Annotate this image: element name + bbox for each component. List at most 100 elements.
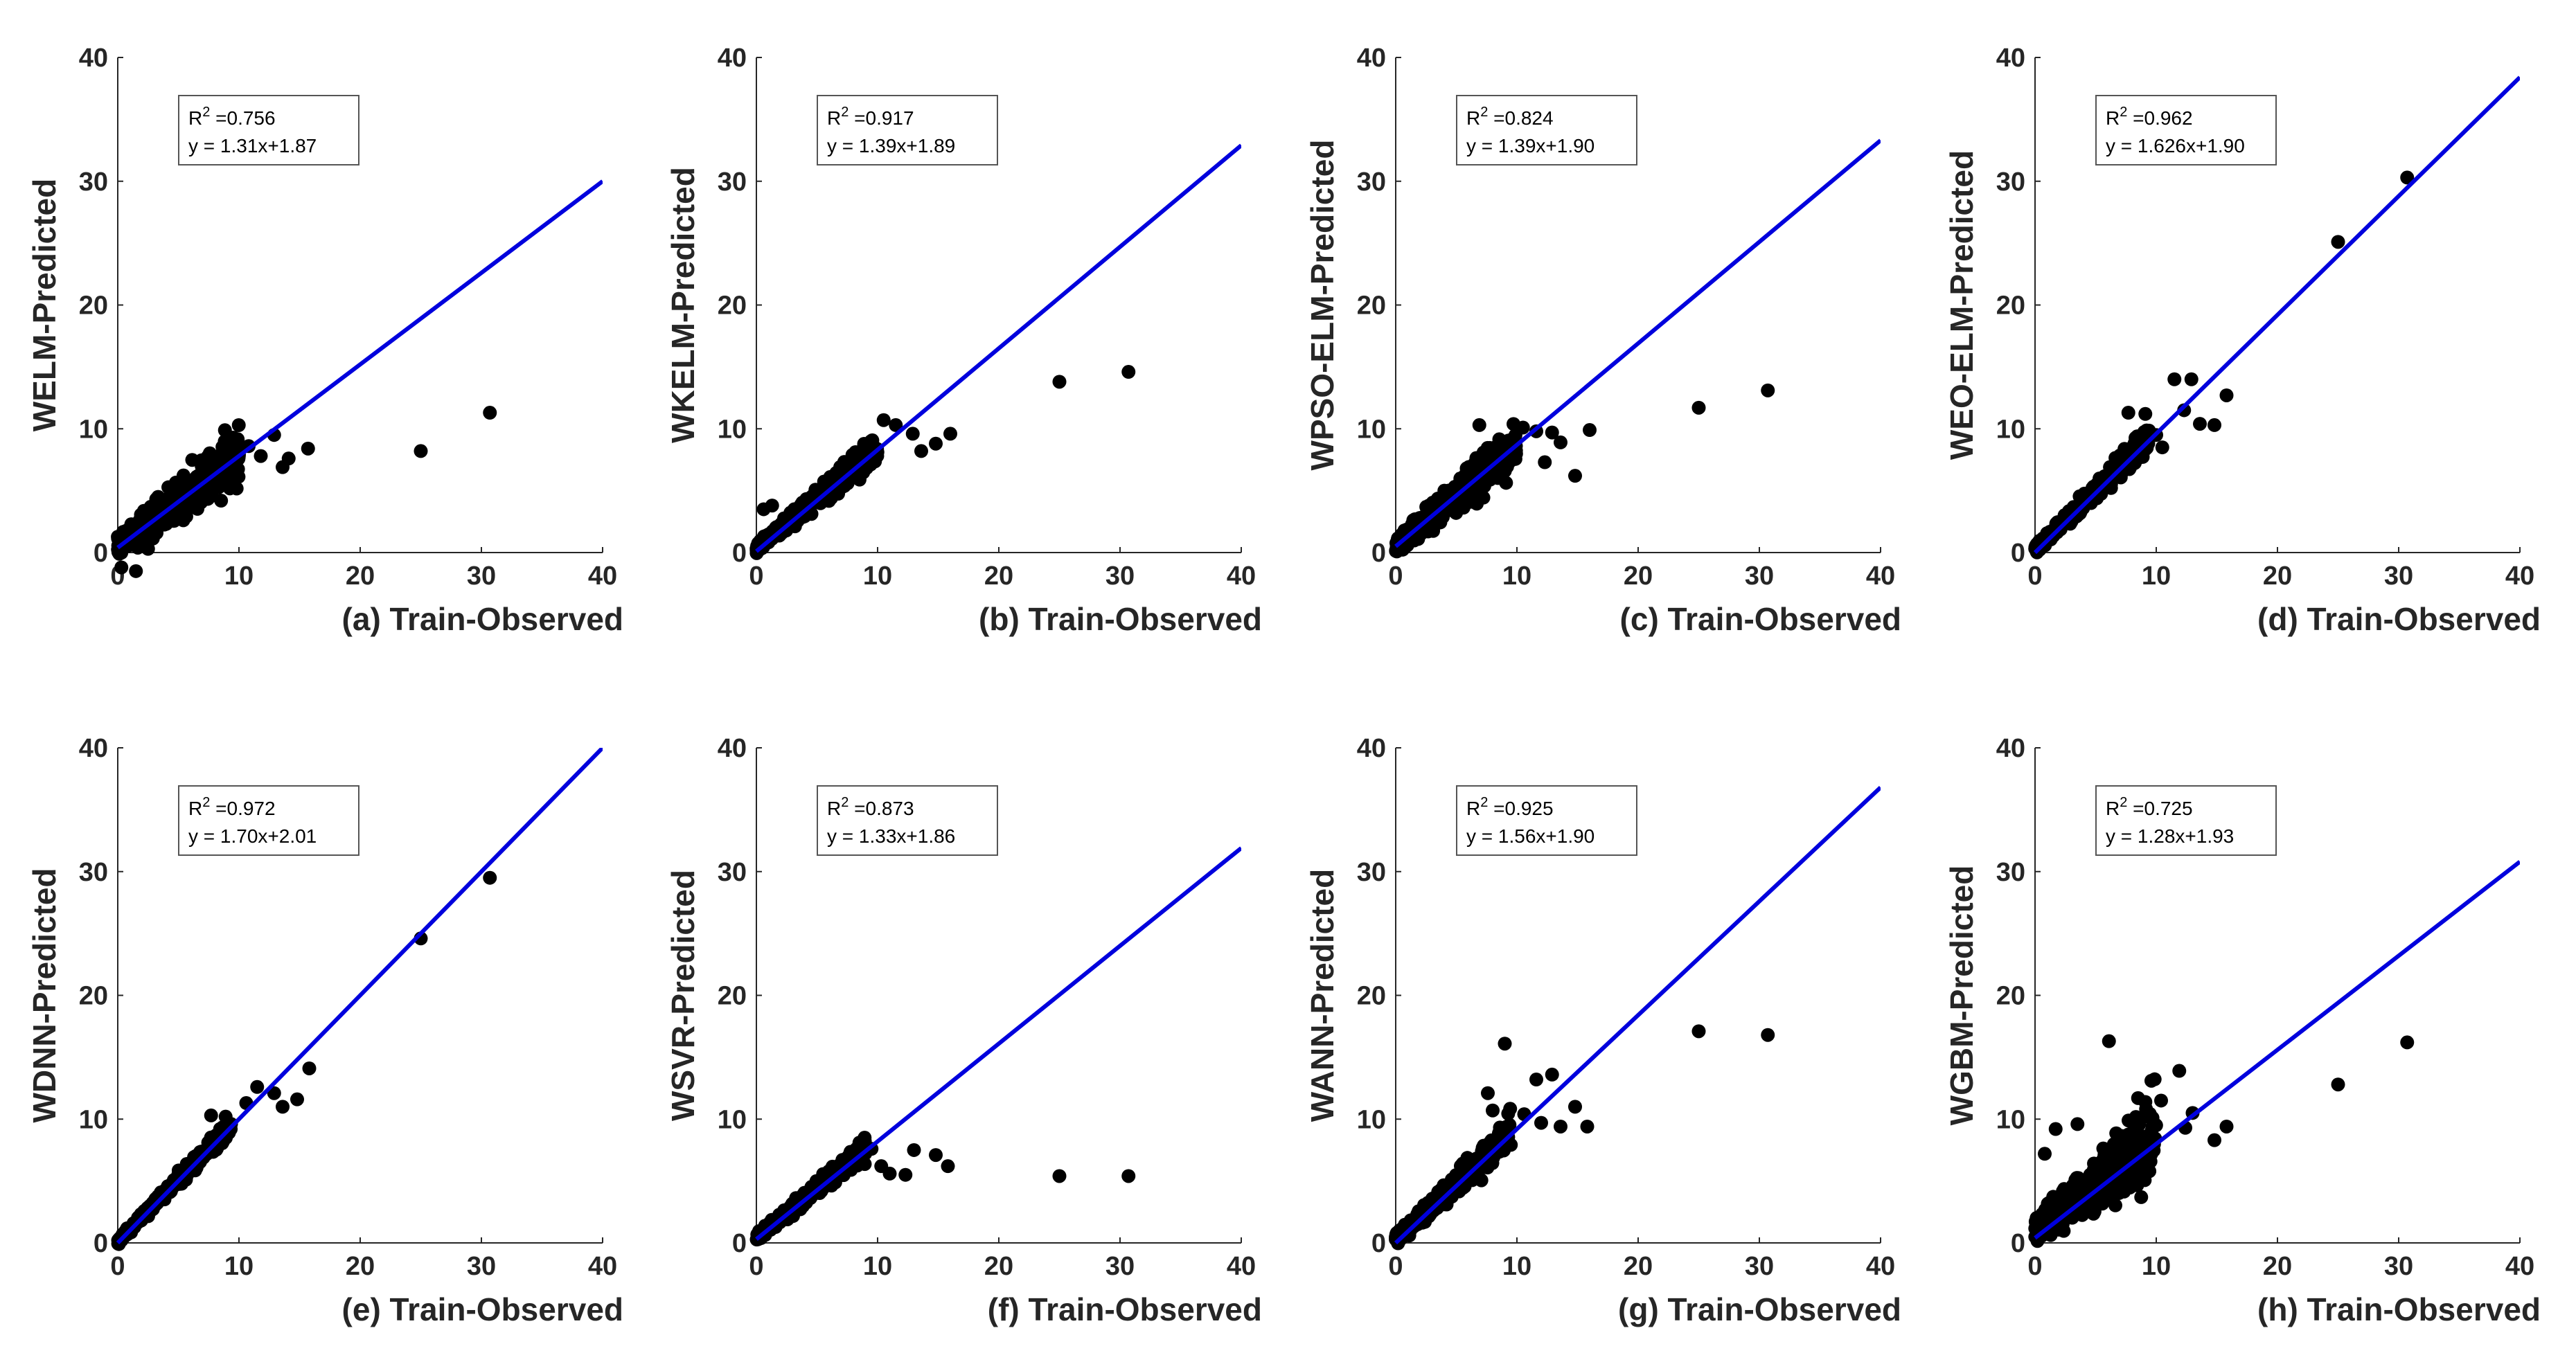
data-point [129,564,143,578]
y-tick-label: 40 [1996,734,2025,763]
x-axis-label: (a) Train-Observed [342,601,623,637]
y-tick-label: 20 [718,292,747,321]
data-point [889,418,903,432]
data-point [2108,1144,2122,1158]
x-tick-label: 40 [2505,562,2534,591]
regression-equation: y = 1.33x+1.86 [827,825,955,847]
data-point [876,413,891,427]
data-point [1545,425,1559,440]
data-point [2208,1133,2221,1147]
regression-equation: y = 1.31x+1.87 [188,135,317,156]
data-point [1538,455,1552,469]
data-point [1568,469,1582,483]
data-point [2127,436,2142,451]
fit-line [755,846,1241,1241]
data-point [941,1159,955,1174]
legend-box [178,95,359,165]
data-point [2144,1073,2158,1088]
scatter-panel-7: 0 10 20 30 40 0 10 20 30 40 (g) Train-Observed WANN… [1304,734,1901,1327]
x-tick-label: 30 [2384,562,2413,591]
data-point [2066,1183,2080,1198]
data-point [216,476,231,490]
data-point [1121,365,1136,379]
data-point [898,1167,913,1182]
data-point [1481,1086,1495,1100]
x-tick-label: 10 [224,1252,254,1281]
x-axis-label: (h) Train-Observed [2257,1291,2541,1327]
data-point [1534,1115,1548,1130]
y-axis-label: WEO-ELM-Predicted [1944,150,1980,460]
data-point [1545,1067,1559,1082]
data-point [914,444,928,458]
r-squared-label: R2 =0.917 [827,105,914,129]
data-point [1761,383,1775,397]
r-squared-label: R2 =0.725 [2106,795,2193,819]
y-tick-label: 0 [1371,539,1386,568]
data-point [2193,417,2207,431]
scatter-panel-6: 0 10 20 30 40 0 10 20 30 40 (f) Train-Observed WSVR… [665,734,1262,1327]
data-point [907,1143,921,1157]
r-squared-label: R2 =0.873 [827,795,914,819]
x-tick-label: 40 [588,562,617,591]
y-tick-label: 20 [1996,982,2025,1011]
data-point [1493,465,1508,479]
y-tick-label: 0 [94,1229,108,1258]
y-tick-label: 40 [1357,44,1386,73]
x-tick-label: 10 [2142,562,2171,591]
x-tick-label: 10 [863,1252,892,1281]
plot-area [111,748,603,1251]
regression-equation: y = 1.626x+1.90 [2106,135,2245,156]
y-tick-label: 30 [1357,168,1386,197]
data-point [2096,1141,2111,1156]
data-point [943,427,957,441]
data-point [2138,406,2153,421]
y-tick-label: 20 [79,982,108,1011]
x-axis-label: (d) Train-Observed [2257,601,2541,637]
x-tick-label: 40 [1227,562,1256,591]
y-tick-label: 10 [1357,1105,1386,1134]
data-point [2075,1208,2090,1222]
data-point [231,418,246,433]
data-point [302,1061,317,1075]
y-tick-label: 20 [79,292,108,321]
x-tick-label: 0 [749,1252,763,1281]
data-point [1486,1103,1500,1118]
r-squared-label: R2 =0.972 [188,795,276,819]
data-point [1503,1102,1518,1116]
y-axis-label: WGBM-Predicted [1944,866,1980,1126]
y-tick-label: 40 [718,734,747,763]
x-tick-label: 0 [2027,1252,2042,1281]
x-tick-label: 40 [2505,1252,2534,1281]
data-point [483,406,497,420]
data-point [141,541,155,556]
y-tick-label: 40 [79,44,108,73]
data-point [905,427,920,441]
fit-line [116,748,603,1245]
data-point [1493,1120,1507,1135]
data-point [1583,423,1597,438]
data-point [202,484,216,499]
data-point [2122,1113,2136,1128]
y-tick-label: 10 [1357,415,1386,444]
y-tick-label: 0 [732,539,747,568]
y-tick-label: 30 [1996,858,2025,887]
data-point [276,1100,290,1114]
y-axis-label: WPSO-ELM-Predicted [1304,140,1340,471]
y-tick-label: 0 [732,1229,747,1258]
data-point [1052,375,1067,389]
data-point [2154,1093,2168,1108]
data-point [2048,1122,2063,1136]
fit-line [116,179,603,550]
x-tick-label: 20 [346,1252,375,1281]
data-point [2087,1156,2102,1171]
plot-area [2028,75,2520,559]
data-point [1431,1192,1446,1207]
x-tick-label: 0 [110,1252,125,1281]
data-point [301,441,315,456]
y-tick-label: 20 [1357,982,1386,1011]
y-tick-label: 0 [1371,1229,1386,1258]
data-point [1121,1169,1136,1183]
data-point [2331,235,2345,249]
data-point [1430,517,1444,531]
